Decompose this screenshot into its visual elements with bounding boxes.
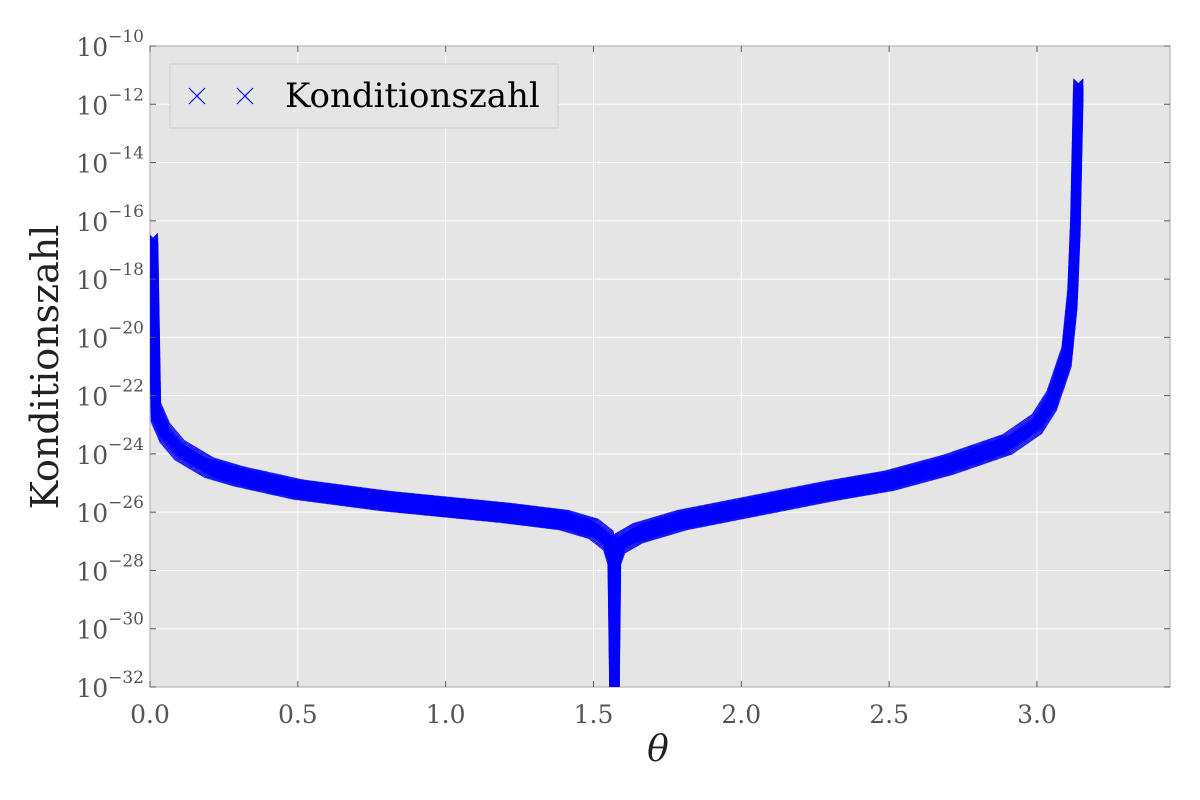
legend-label: Konditionszahl	[285, 76, 540, 116]
x-tick-label: 1.0	[426, 700, 466, 729]
y-tick-label: 10−12	[76, 85, 144, 120]
y-tick-label: 10−30	[76, 610, 144, 645]
y-tick-label: 10−10	[76, 27, 144, 62]
x-axis-label: θ	[647, 729, 669, 770]
y-tick-label: 10−26	[76, 493, 144, 528]
y-tick-label: 10−24	[76, 435, 144, 470]
x-tick-label: 3.0	[1017, 700, 1057, 729]
plot-area	[150, 46, 1170, 687]
y-tick-label: 10−16	[76, 202, 144, 237]
y-axis-label: Konditionszahl	[23, 225, 67, 510]
data-point	[609, 685, 620, 687]
y-tick-label: 10−20	[76, 318, 144, 353]
x-tick-label: 0.5	[278, 700, 318, 729]
x-tick-label: 0.0	[130, 700, 170, 729]
data-series	[150, 78, 1084, 687]
x-tick-label: 1.5	[574, 700, 614, 729]
y-tick-label: 10−28	[76, 551, 144, 586]
y-tick-label: 10−22	[76, 377, 144, 412]
y-tick-label: 10−18	[76, 260, 144, 295]
x-tick-label: 2.5	[869, 700, 909, 729]
y-tick-label: 10−14	[76, 144, 144, 179]
grid	[149, 45, 1170, 688]
x-tick-label: 2.0	[721, 700, 761, 729]
legend: Konditionszahl	[169, 63, 559, 129]
y-tick-label: 10−32	[76, 668, 144, 703]
